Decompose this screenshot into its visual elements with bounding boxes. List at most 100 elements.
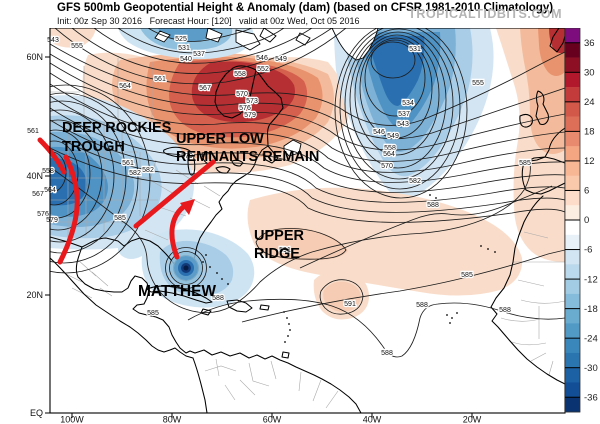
colorbar-segment: [565, 308, 580, 324]
colorbar: 36 30 24 18 12 6 0 -6 -12 -18 -24 -30 -36: [564, 27, 598, 413]
contour-label: 558: [42, 168, 54, 175]
annotation-trough-line2: TROUGH: [62, 139, 125, 155]
contour-label: 540: [180, 56, 192, 63]
colorbar-segment: [565, 42, 580, 58]
colorbar-segment: [565, 367, 580, 383]
colorbar-segment: [565, 131, 580, 147]
contour-label: 525: [175, 36, 187, 43]
colorbar-label: 12: [584, 156, 595, 167]
contour-label: 564: [119, 83, 131, 90]
contour-label: 561: [27, 128, 39, 135]
colorbar-segment: [565, 72, 580, 88]
contour-label: 588: [499, 307, 511, 314]
upper-low-arrow-curved: [169, 202, 189, 260]
lon-tick-label: 40W: [363, 415, 382, 424]
contour-label: 588: [381, 350, 393, 357]
contour-label: 591: [279, 247, 291, 254]
contour-label: 552: [257, 66, 269, 73]
contour-label: 585: [147, 310, 159, 317]
colorbar-segment: [565, 28, 580, 44]
colorbar-segment: [565, 146, 580, 162]
arrowhead: [180, 199, 195, 215]
contour-lines: [50, 28, 565, 358]
contour-label: 555: [472, 80, 484, 87]
contour-label: 570: [381, 163, 393, 170]
colorbar-segment: [565, 323, 580, 339]
colorbar-segment: [565, 397, 580, 413]
upper-low-arrow-line: [133, 159, 216, 229]
coastlines: [50, 28, 565, 413]
contour-label: 546: [373, 129, 385, 136]
page-title: GFS 500mb Geopotential Height & Anomaly …: [57, 2, 554, 14]
lon-tick-label: 100W: [60, 415, 84, 424]
hurricane-symbol: [170, 252, 202, 284]
contour-label: 582: [142, 167, 154, 174]
contour-label: 588: [427, 202, 439, 209]
colorbar-label: -36: [584, 392, 598, 403]
lat-tick-label: 20N: [26, 290, 43, 300]
contour-label: 546: [256, 55, 268, 62]
colorbar-segment: [565, 205, 580, 221]
contour-label: 588: [416, 302, 428, 309]
contour-label: 567: [199, 85, 211, 92]
contour-label: 558: [384, 145, 396, 152]
contour-label: 579: [181, 153, 193, 160]
contour-label: 543: [47, 37, 59, 44]
colorbar-segment: [565, 57, 580, 73]
contour-label: 537: [193, 51, 205, 58]
contour-label: 558: [234, 71, 246, 78]
contour-label: 549: [387, 133, 399, 140]
colorbar-segment: [565, 116, 580, 132]
colorbar-segment: [565, 160, 580, 176]
colorbar-label: -30: [584, 363, 598, 374]
contour-label: 531: [178, 45, 190, 52]
colorbar-label: 18: [584, 127, 595, 138]
colorbar-segment: [565, 264, 580, 280]
colorbar-label: -12: [584, 274, 598, 285]
contour-label: 534: [402, 100, 414, 107]
colorbar-label: 0: [584, 215, 589, 226]
colorbar-segment: [565, 279, 580, 295]
annotation-ridge-line1: UPPER: [254, 228, 304, 244]
lon-tick-label: 80W: [163, 415, 182, 424]
contour-label: 561: [154, 76, 166, 83]
contour-label: 588: [212, 295, 224, 302]
header: GFS 500mb Geopotential Height & Anomaly …: [0, 0, 600, 28]
annotation-storm-name: MATTHEW: [138, 283, 216, 300]
colorbar-label: -18: [584, 304, 598, 315]
contour-label: 537: [398, 111, 410, 118]
trough-axis-arc-lower: [57, 154, 80, 265]
colorbar-segment: [565, 220, 580, 236]
colorbar-label: -24: [584, 333, 598, 344]
political-borders: [50, 58, 565, 409]
colorbar-segment: [565, 175, 580, 191]
colorbar-label: 36: [584, 38, 595, 49]
contour-label: 561: [122, 160, 134, 167]
contour-label: 531: [409, 46, 421, 53]
contour-label: 576: [239, 105, 251, 112]
contour-label: 555: [71, 43, 83, 50]
colorbar-segment: [565, 190, 580, 206]
colorbar-segment: [565, 352, 580, 368]
annotation-upperlow-line2: REMNANTS REMAIN: [176, 149, 319, 165]
contour-label: 576: [37, 211, 49, 218]
colorbar-label: -6: [584, 245, 592, 256]
contour-label: 543: [397, 121, 409, 128]
contour-label: 582: [129, 170, 141, 177]
colorbar-label: 30: [584, 68, 595, 79]
lon-tick-label: 60W: [263, 415, 282, 424]
lat-tick-label: 40N: [26, 171, 43, 181]
lon-tick-label: 20W: [463, 415, 482, 424]
lat-tick-label: 60N: [26, 52, 43, 62]
contour-label: 591: [344, 301, 356, 308]
annotation-trough-line1: DEEP ROCKIES: [62, 120, 172, 136]
annotation-upperlow-line1: UPPER LOW: [176, 131, 264, 147]
lat-tick-label: EQ: [30, 408, 43, 418]
contour-label: 585: [461, 272, 473, 279]
colorbar-segment: [565, 234, 580, 250]
colorbar-segment: [565, 87, 580, 103]
axis-ticks: 60N 40N 20N EQ 100W 80W 60W 40W 20W: [26, 52, 481, 424]
model-run-info: Init: 00z Sep 30 2016 Forecast Hour: [12…: [57, 16, 360, 26]
contour-label: 585: [114, 215, 126, 222]
